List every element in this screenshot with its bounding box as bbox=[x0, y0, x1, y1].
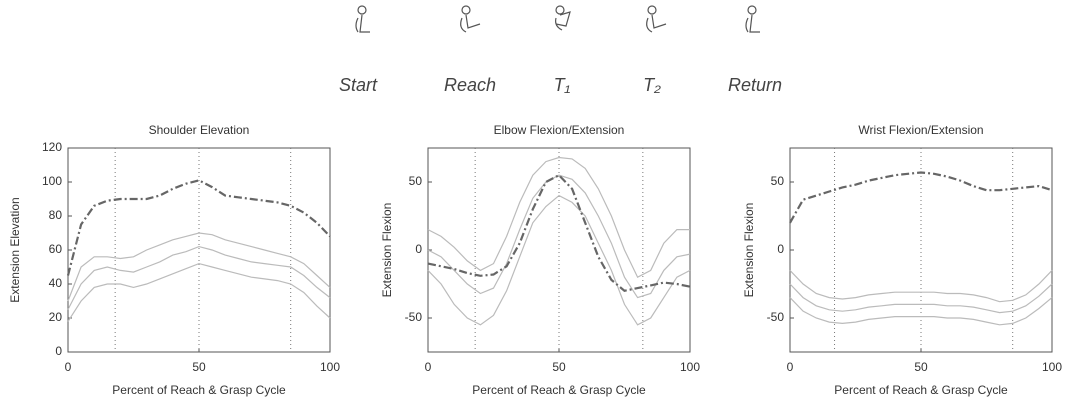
y-tick-label: 0 bbox=[415, 242, 422, 256]
y-tick-label: 20 bbox=[49, 310, 63, 324]
x-tick-label: 100 bbox=[1042, 360, 1062, 374]
y-tick-label: 0 bbox=[55, 344, 62, 358]
series-line bbox=[427, 156, 690, 279]
line-chart: Shoulder Elevation Percent of Reach & Gra… bbox=[8, 123, 340, 397]
y-tick-label: 120 bbox=[42, 140, 62, 154]
y-tick-label: 60 bbox=[49, 242, 63, 256]
series-line bbox=[789, 297, 1053, 326]
x-tick-label: 50 bbox=[192, 360, 206, 374]
phase-label: T₁ bbox=[554, 75, 571, 95]
y-tick-label: 50 bbox=[409, 174, 423, 188]
phase-label: Start bbox=[339, 75, 378, 95]
x-tick-label: 0 bbox=[425, 360, 432, 374]
x-axis-label: Percent of Reach & Grasp Cycle bbox=[472, 383, 646, 397]
y-tick-label: 80 bbox=[49, 208, 63, 222]
series-line bbox=[67, 232, 331, 302]
x-tick-label: 50 bbox=[914, 360, 928, 374]
phase-label: T₂ bbox=[643, 75, 661, 95]
y-tick-label: -50 bbox=[405, 310, 423, 324]
series-line bbox=[427, 194, 691, 326]
series-line bbox=[427, 173, 691, 292]
x-tick-label: 100 bbox=[320, 360, 340, 374]
series-line bbox=[427, 174, 691, 299]
x-tick-label: 0 bbox=[787, 360, 794, 374]
plot-frame bbox=[427, 147, 691, 353]
y-axis-label: Extension Elevation bbox=[8, 197, 22, 302]
x-tick-label: 0 bbox=[65, 360, 72, 374]
y-axis-label: Extension Flexion bbox=[380, 203, 394, 298]
chart-title: Shoulder Elevation bbox=[149, 123, 250, 137]
x-axis-label: Percent of Reach & Grasp Cycle bbox=[834, 383, 1008, 397]
series-line bbox=[789, 283, 1053, 314]
plot-frame bbox=[67, 147, 331, 353]
phase-icons bbox=[355, 5, 760, 33]
y-tick-label: 40 bbox=[49, 276, 63, 290]
y-tick-label: 50 bbox=[771, 174, 785, 188]
line-chart: Wrist Flexion/Extension Percent of Reach … bbox=[742, 123, 1062, 397]
chart-title: Wrist Flexion/Extension bbox=[858, 123, 983, 137]
series-line bbox=[789, 269, 1053, 303]
y-tick-label: 0 bbox=[777, 242, 784, 256]
series-line bbox=[66, 179, 331, 276]
y-tick-label: 100 bbox=[42, 174, 62, 188]
plot-frame bbox=[789, 147, 1053, 353]
line-chart: Elbow Flexion/Extension Percent of Reach … bbox=[380, 123, 700, 397]
series-line bbox=[67, 245, 331, 310]
y-axis-label: Extension Flexion bbox=[742, 203, 756, 298]
y-tick-label: -50 bbox=[767, 310, 785, 324]
phase-label: Reach bbox=[444, 75, 496, 95]
x-axis-label: Percent of Reach & Grasp Cycle bbox=[112, 383, 286, 397]
phase-label: Return bbox=[728, 75, 782, 95]
series-line bbox=[789, 171, 1053, 224]
series-line bbox=[67, 262, 331, 322]
chart-title: Elbow Flexion/Extension bbox=[494, 123, 625, 137]
x-tick-label: 100 bbox=[680, 360, 700, 374]
x-tick-label: 50 bbox=[552, 360, 566, 374]
